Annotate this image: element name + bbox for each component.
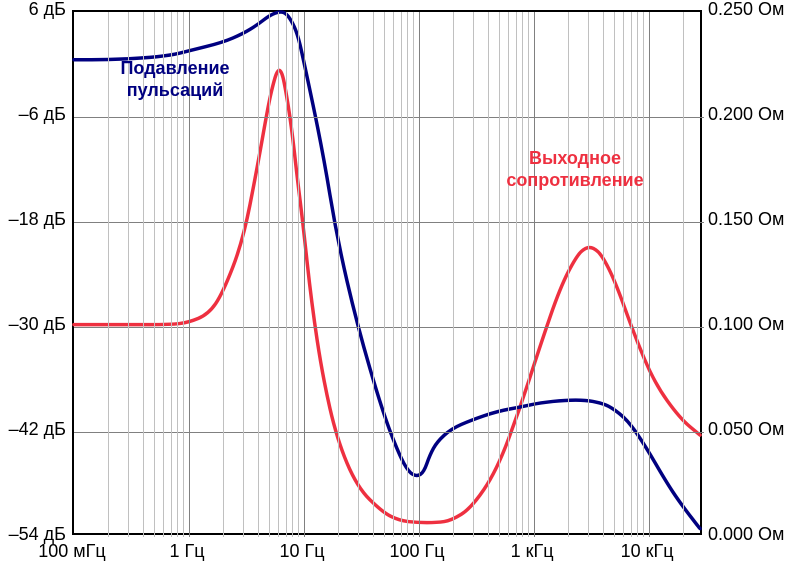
series-label-ripple_rejection: Подавлениепульсаций [120,58,229,101]
v-gridline-minor [243,12,244,537]
v-gridline-minor [401,12,402,537]
series-output_impedance [74,70,700,522]
v-gridline-major [304,12,305,537]
y-left-tick-label: –30 дБ [9,314,66,335]
x-tick-label: 100 мГц [38,541,105,562]
v-gridline-minor [528,12,529,537]
v-gridline-minor [338,12,339,537]
series-label-line: Выходное [506,148,643,170]
x-tick-label: 100 Гц [390,541,445,562]
y-right-tick-label: 0.200 Ом [708,104,784,125]
v-gridline-minor [603,12,604,537]
v-gridline-minor [568,12,569,537]
series-label-line: сопротивление [506,170,643,192]
v-gridline-minor [508,12,509,537]
v-gridline-minor [393,12,394,537]
x-tick-label: 10 кГц [621,541,674,562]
v-gridline-minor [499,12,500,537]
y-right-tick-label: 0.150 Ом [708,209,784,230]
x-tick-label: 1 Гц [169,541,204,562]
x-tick-label: 10 Гц [280,541,325,562]
h-gridline [74,117,704,118]
v-gridline-major [419,12,420,537]
v-gridline-minor [614,12,615,537]
v-gridline-minor [453,12,454,537]
v-gridline-minor [278,12,279,537]
y-left-tick-label: –6 дБ [19,104,66,125]
v-gridline-minor [588,12,589,537]
v-gridline-minor [488,12,489,537]
v-gridline-major [534,12,535,537]
series-label-line: пульсаций [120,80,229,102]
y-right-tick-label: 0.000 Ом [708,524,784,545]
v-gridline-minor [286,12,287,537]
series-label-line: Подавление [120,58,229,80]
series-label-output_impedance: Выходноесопротивление [506,148,643,191]
v-gridline-minor [637,12,638,537]
v-gridline-minor [108,12,109,537]
y-left-tick-label: –42 дБ [9,419,66,440]
v-gridline-minor [516,12,517,537]
y-right-tick-label: 0.050 Ом [708,419,784,440]
v-gridline-major [649,12,650,537]
v-gridline-minor [473,12,474,537]
v-gridline-minor [522,12,523,537]
v-gridline-minor [258,12,259,537]
y-right-tick-label: 0.250 Ом [708,0,784,20]
v-gridline-minor [298,12,299,537]
v-gridline-minor [269,12,270,537]
v-gridline-minor [643,12,644,537]
y-left-tick-label: –18 дБ [9,209,66,230]
v-gridline-minor [358,12,359,537]
v-gridline-minor [407,12,408,537]
v-gridline-minor [384,12,385,537]
v-gridline-minor [631,12,632,537]
y-right-tick-label: 0.100 Ом [708,314,784,335]
h-gridline [74,432,704,433]
v-gridline-minor [413,12,414,537]
h-gridline [74,327,704,328]
v-gridline-minor [373,12,374,537]
x-tick-label: 1 кГц [511,541,554,562]
v-gridline-minor [292,12,293,537]
y-left-tick-label: 6 дБ [29,0,66,20]
v-gridline-minor [623,12,624,537]
v-gridline-minor [683,12,684,537]
h-gridline [74,222,704,223]
